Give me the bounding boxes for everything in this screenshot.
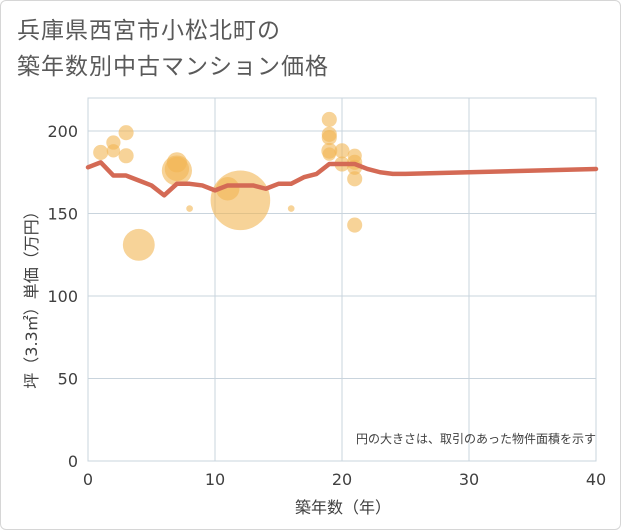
- y-tick-label: 100: [47, 287, 78, 306]
- chart-title: 兵庫県西宮市小松北町の 築年数別中古マンション価格: [17, 13, 329, 85]
- trend-line-group: [85, 160, 599, 198]
- data-bubble: [334, 143, 350, 159]
- data-bubble: [161, 155, 192, 186]
- x-tick-label: 20: [332, 470, 352, 489]
- data-bubble: [322, 147, 336, 161]
- chart-title-line-2: 築年数別中古マンション価格: [17, 54, 329, 80]
- data-bubble: [118, 125, 134, 141]
- data-bubble: [122, 228, 155, 261]
- trend-line: [85, 160, 599, 198]
- data-bubble: [106, 144, 121, 158]
- data-bubble: [118, 148, 134, 164]
- data-bubble: [321, 111, 337, 127]
- data-bubble: [321, 130, 337, 146]
- data-bubble: [210, 170, 271, 231]
- x-tick-label: 40: [586, 470, 606, 489]
- data-bubble: [347, 217, 363, 233]
- data-bubble: [186, 205, 193, 212]
- x-tick-label: 0: [83, 470, 93, 489]
- chart-title-line-1: 兵庫県西宮市小松北町の: [17, 18, 281, 44]
- y-tick-label: 0: [68, 452, 78, 471]
- y-tick-label: 50: [58, 370, 78, 389]
- data-bubble: [347, 171, 363, 187]
- y-tick-label: 200: [47, 122, 78, 141]
- axis-ticks: 0 10 20 30 40 0 50 100 150 200: [47, 122, 606, 489]
- x-tick-label: 30: [459, 470, 479, 489]
- bubble-size-note: 円の大きさは、取引のあった物件面積を示す: [356, 431, 596, 446]
- data-bubble: [287, 205, 295, 212]
- y-axis-label: 坪（3.3㎡）単価（万円）: [22, 203, 41, 388]
- y-tick-label: 150: [47, 205, 78, 224]
- x-axis-label: 築年数（年）: [295, 498, 391, 517]
- data-bubble: [93, 144, 109, 160]
- x-tick-label: 10: [205, 470, 225, 489]
